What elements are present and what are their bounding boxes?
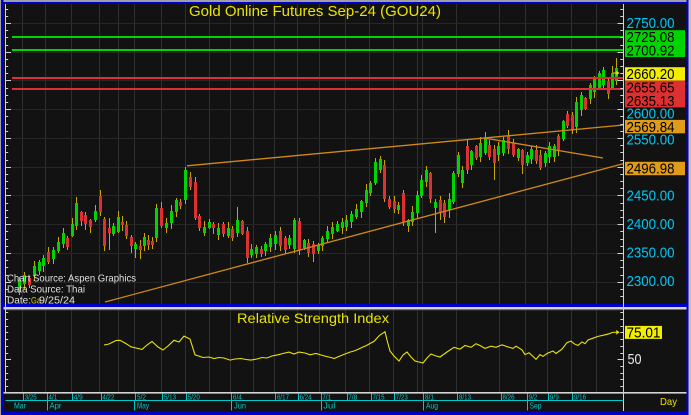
svg-text:9/2: 9/2 <box>529 393 538 402</box>
svg-text:9/9: 9/9 <box>550 393 559 402</box>
svg-text:Gold Online Futures Sep-24: Gold Online Futures Sep-24 (GOU24) <box>189 4 441 20</box>
svg-text:Jun: Jun <box>234 400 246 410</box>
svg-text:6/17: 6/17 <box>277 393 289 402</box>
svg-text:Sep: Sep <box>530 400 542 410</box>
svg-text:2400.00: 2400.00 <box>627 216 675 233</box>
svg-text:8/26: 8/26 <box>503 393 515 402</box>
svg-text:2569.84: 2569.84 <box>627 119 675 136</box>
svg-text:Relative Strength Index: Relative Strength Index <box>237 310 389 326</box>
svg-text:2700.92: 2700.92 <box>627 43 675 60</box>
svg-text:3/25: 3/25 <box>25 393 37 402</box>
svg-text:2725.08: 2725.08 <box>627 29 675 46</box>
svg-text:Jul: Jul <box>323 400 335 410</box>
svg-text:2655.65: 2655.65 <box>627 80 675 97</box>
svg-text:Aug: Aug <box>426 400 438 410</box>
svg-text:7/15: 7/15 <box>373 393 385 402</box>
svg-text:2550.00: 2550.00 <box>627 132 675 149</box>
svg-text:May: May <box>137 400 150 410</box>
svg-text:5/2: 5/2 <box>137 393 146 402</box>
svg-text:5/13: 5/13 <box>164 393 176 402</box>
svg-text:7/8: 7/8 <box>348 393 357 402</box>
svg-text:2660.20: 2660.20 <box>627 66 675 83</box>
svg-text:2450.00: 2450.00 <box>627 188 675 205</box>
svg-text:6/4: 6/4 <box>233 393 242 402</box>
svg-text:6/24: 6/24 <box>300 393 312 402</box>
svg-text:2300.00: 2300.00 <box>627 273 675 290</box>
svg-text:5/20: 5/20 <box>188 393 200 402</box>
svg-text:4/9: 4/9 <box>74 393 83 402</box>
svg-text:50: 50 <box>628 351 642 368</box>
svg-text:2496.98: 2496.98 <box>627 161 675 178</box>
svg-text:Data Source: Thai: Data Source: Thai <box>7 284 85 296</box>
svg-text:Day: Day <box>660 396 678 408</box>
svg-text:4/22: 4/22 <box>102 393 114 402</box>
svg-text:4/1: 4/1 <box>48 393 57 402</box>
svg-text:Date:: Date: <box>7 295 31 307</box>
svg-text:Ga: Ga <box>31 296 41 306</box>
svg-text:2750.00: 2750.00 <box>627 15 675 32</box>
svg-text:9/25/24: 9/25/24 <box>39 295 75 307</box>
svg-text:8/13: 8/13 <box>459 393 471 402</box>
svg-text:7/23: 7/23 <box>396 393 408 402</box>
svg-text:2600.00: 2600.00 <box>627 106 675 123</box>
svg-text:Chart Source: Aspen Graphic: Chart Source: Aspen Graphics <box>7 273 136 285</box>
svg-text:Apr: Apr <box>50 400 62 410</box>
svg-text:7/1: 7/1 <box>322 393 331 402</box>
svg-text:Mar: Mar <box>14 400 26 410</box>
svg-text:2635.13: 2635.13 <box>627 93 675 110</box>
svg-text:9/16: 9/16 <box>574 393 586 402</box>
svg-text:2350.00: 2350.00 <box>627 245 675 262</box>
svg-text:75.01: 75.01 <box>627 325 661 342</box>
svg-text:8/1: 8/1 <box>425 393 434 402</box>
